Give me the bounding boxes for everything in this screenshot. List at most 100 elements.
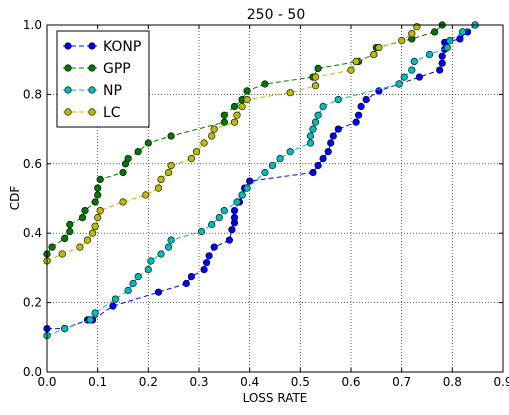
data-point-konp [456, 35, 464, 43]
data-point-np [400, 73, 408, 81]
data-point-np [268, 161, 277, 170]
y-axis-label: CDF [8, 186, 22, 211]
data-point-lc [230, 118, 239, 126]
data-point-np [395, 80, 403, 88]
data-point-lc [352, 57, 360, 66]
data-point-lc [142, 191, 150, 199]
data-point-lc [398, 36, 406, 45]
data-point-konp [309, 168, 317, 177]
data-point-np [91, 309, 99, 317]
legend-item-lc: LC [63, 105, 121, 121]
data-point-np [215, 214, 223, 222]
data-point-lc [375, 43, 383, 52]
legend-marker-konp [88, 42, 96, 50]
data-point-konp [319, 155, 327, 163]
data-point-np [286, 148, 294, 156]
data-point-lc [238, 102, 246, 111]
data-point-konp [230, 207, 239, 215]
legend-box [56, 30, 150, 128]
data-point-gpp [431, 28, 439, 36]
data-point-np [147, 257, 155, 265]
x-axis-label: LOSS RATE [243, 391, 308, 405]
series-lc [43, 23, 421, 265]
data-point-gpp [167, 132, 175, 140]
data-point-np [124, 286, 132, 295]
y-tick-label: 0.2 [23, 296, 42, 310]
x-tick-label: 0.4 [240, 375, 259, 389]
x-tick-label: 0.6 [341, 375, 360, 389]
data-point-np [276, 155, 284, 163]
data-point-np [157, 250, 165, 258]
series-line-np [46, 24, 476, 337]
data-point-np [334, 95, 342, 104]
data-point-np [165, 243, 173, 251]
legend-label-np: NP [103, 83, 122, 99]
data-point-gpp [66, 220, 74, 229]
data-point-np [129, 279, 137, 288]
data-point-gpp [94, 184, 102, 192]
data-point-lc [233, 111, 241, 119]
data-point-lc [370, 50, 378, 59]
data-point-np [86, 316, 94, 324]
data-point-gpp [124, 155, 132, 163]
data-point-lc [243, 95, 251, 104]
data-point-konp [362, 95, 370, 104]
legend-label-lc: LC [103, 105, 121, 121]
data-point-gpp [94, 191, 102, 199]
x-tick-label: 0.8 [443, 375, 462, 389]
data-point-gpp [91, 198, 99, 206]
y-tick-label: 0.4 [23, 226, 42, 240]
data-point-lc [157, 175, 165, 183]
data-point-konp [203, 259, 211, 267]
data-point-konp [225, 236, 233, 244]
data-point-lc [347, 66, 355, 74]
plot-frame [46, 24, 504, 373]
data-point-np [238, 191, 246, 199]
data-point-lc [154, 184, 163, 192]
data-point-gpp [220, 111, 228, 119]
legend-marker-lc [64, 108, 72, 116]
x-tick-label: 0.0 [37, 375, 56, 389]
data-point-konp [352, 118, 360, 126]
data-point-lc [208, 132, 216, 140]
data-point-lc [94, 214, 102, 222]
data-point-lc [88, 229, 97, 237]
x-tick-label: 0.2 [139, 375, 158, 389]
chart-title: 250 - 50 [247, 7, 306, 23]
data-point-konp [230, 214, 239, 222]
data-point-np [311, 118, 320, 126]
data-point-np [446, 36, 454, 45]
data-point-konp [187, 273, 195, 281]
data-point-lc [408, 30, 416, 38]
data-point-konp [324, 148, 332, 156]
data-point-konp [182, 279, 190, 288]
data-point-konp [314, 161, 322, 170]
y-tick-label: 0.8 [23, 87, 42, 101]
legend-marker-np [88, 86, 96, 94]
data-point-konp [438, 59, 446, 67]
data-point-np [408, 66, 416, 74]
data-point-np [319, 102, 327, 111]
legend: KONP GPP NP LC [56, 30, 150, 128]
data-point-gpp [230, 102, 239, 111]
data-point-lc [187, 155, 195, 163]
legend-marker-gpp [88, 64, 96, 72]
series-np [43, 21, 479, 340]
legend-marker-konp [64, 42, 72, 50]
data-point-np [144, 266, 152, 274]
data-point-konp [205, 252, 213, 260]
x-tick-label: 0.1 [88, 375, 107, 389]
data-point-np [309, 125, 317, 133]
data-point-konp [154, 288, 163, 296]
data-point-np [306, 139, 315, 147]
data-point-konp [228, 226, 236, 234]
data-point-np [233, 198, 241, 206]
data-point-konp [210, 243, 218, 251]
data-point-konp [327, 139, 335, 147]
x-tick-label: 0.7 [392, 375, 411, 389]
data-point-gpp [61, 234, 69, 242]
data-point-lc [200, 139, 208, 147]
data-point-gpp [48, 243, 56, 251]
